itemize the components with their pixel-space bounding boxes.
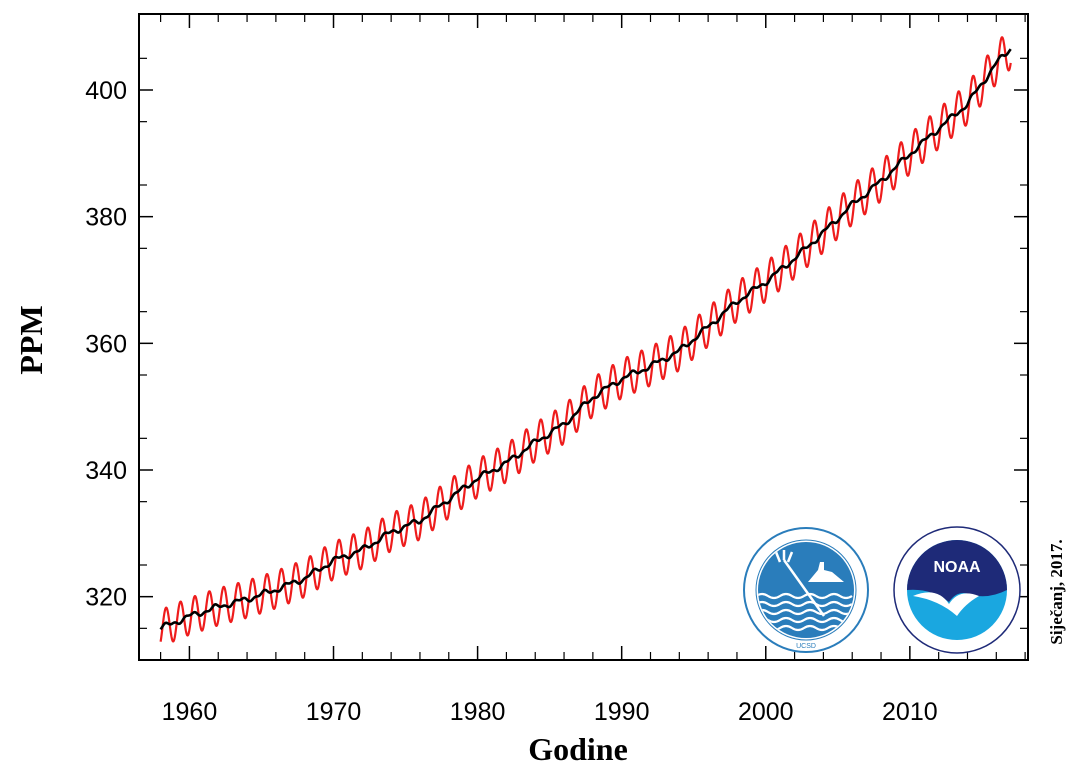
y-axis-title: PPM: [13, 305, 49, 374]
x-tick-label: 1970: [306, 698, 362, 726]
noaa-logo: NOAA: [893, 526, 1021, 654]
y-tick-label: 320: [85, 584, 127, 612]
credit-text: Siječanj, 2017.: [1047, 539, 1066, 644]
x-tick-label: 1980: [450, 698, 506, 726]
x-tick-label: 1960: [162, 698, 218, 726]
x-axis-title: Godine: [528, 731, 628, 766]
y-tick-label: 360: [85, 330, 127, 358]
y-tick-label: 340: [85, 457, 127, 485]
scripps-ucsd-logo: UCSD: [743, 527, 869, 653]
x-tick-label: 2000: [738, 698, 794, 726]
y-tick-label: 400: [85, 77, 127, 105]
ucsd-label: UCSD: [796, 643, 816, 650]
x-axis-ticks: 1960 1970 1980 1990 2000 2010: [160, 14, 1026, 726]
y-axis-ticks: 320 340 360 380 400: [85, 57, 1028, 629]
y-tick-label: 380: [85, 204, 127, 232]
series-monthly-line: [159, 36, 1012, 643]
noaa-label: NOAA: [933, 559, 981, 576]
series-trend-line: [159, 48, 1012, 631]
plot-frame: [138, 13, 1029, 661]
series-layer: [159, 36, 1012, 643]
x-tick-label: 1990: [594, 698, 650, 726]
x-tick-label: 2010: [882, 698, 938, 726]
